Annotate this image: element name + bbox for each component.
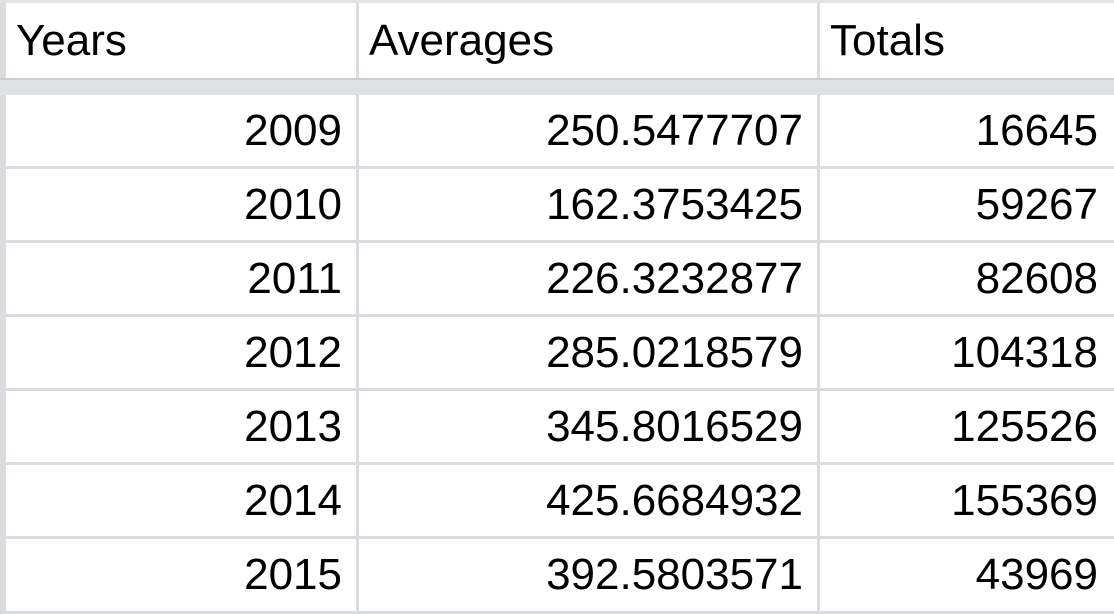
- table-row: 2011 226.3232877 82608: [0, 243, 1114, 317]
- cell-average[interactable]: 345.8016529: [359, 391, 820, 465]
- cell-year[interactable]: 2009: [0, 95, 359, 169]
- cell-year[interactable]: 2010: [0, 169, 359, 243]
- table-row: 2010 162.3753425 59267: [0, 169, 1114, 243]
- cell-year[interactable]: 2011: [0, 243, 359, 317]
- cell-year[interactable]: 2015: [0, 539, 359, 614]
- header-cell-averages[interactable]: Averages: [359, 3, 820, 78]
- cell-average[interactable]: 250.5477707: [359, 95, 820, 169]
- cell-total[interactable]: 16645: [820, 95, 1114, 169]
- frozen-row-divider[interactable]: [0, 78, 1114, 95]
- cell-total[interactable]: 155369: [820, 465, 1114, 539]
- table-row: 2009 250.5477707 16645: [0, 95, 1114, 169]
- cell-year[interactable]: 2013: [0, 391, 359, 465]
- table-row: 2014 425.6684932 155369: [0, 465, 1114, 539]
- cell-average[interactable]: 162.3753425: [359, 169, 820, 243]
- header-row: Years Averages Totals: [0, 3, 1114, 78]
- cell-average[interactable]: 285.0218579: [359, 317, 820, 391]
- header-cell-years[interactable]: Years: [0, 3, 359, 78]
- table-row: 2012 285.0218579 104318: [0, 317, 1114, 391]
- header-cell-totals[interactable]: Totals: [830, 15, 945, 65]
- table-row: 2015 392.5803571 43969: [0, 539, 1114, 614]
- table-row: 2013 345.8016529 125526: [0, 391, 1114, 465]
- cell-year[interactable]: 2012: [0, 317, 359, 391]
- cell-average[interactable]: 226.3232877: [359, 243, 820, 317]
- cell-total[interactable]: 104318: [820, 317, 1114, 391]
- cell-total[interactable]: 43969: [820, 539, 1114, 614]
- cell-total[interactable]: 125526: [820, 391, 1114, 465]
- cell-total[interactable]: 59267: [820, 169, 1114, 243]
- grid-top-border: [0, 0, 1114, 3]
- cell-total[interactable]: 82608: [820, 243, 1114, 317]
- cell-average[interactable]: 392.5803571: [359, 539, 820, 614]
- cell-average[interactable]: 425.6684932: [359, 465, 820, 539]
- cell-year[interactable]: 2014: [0, 465, 359, 539]
